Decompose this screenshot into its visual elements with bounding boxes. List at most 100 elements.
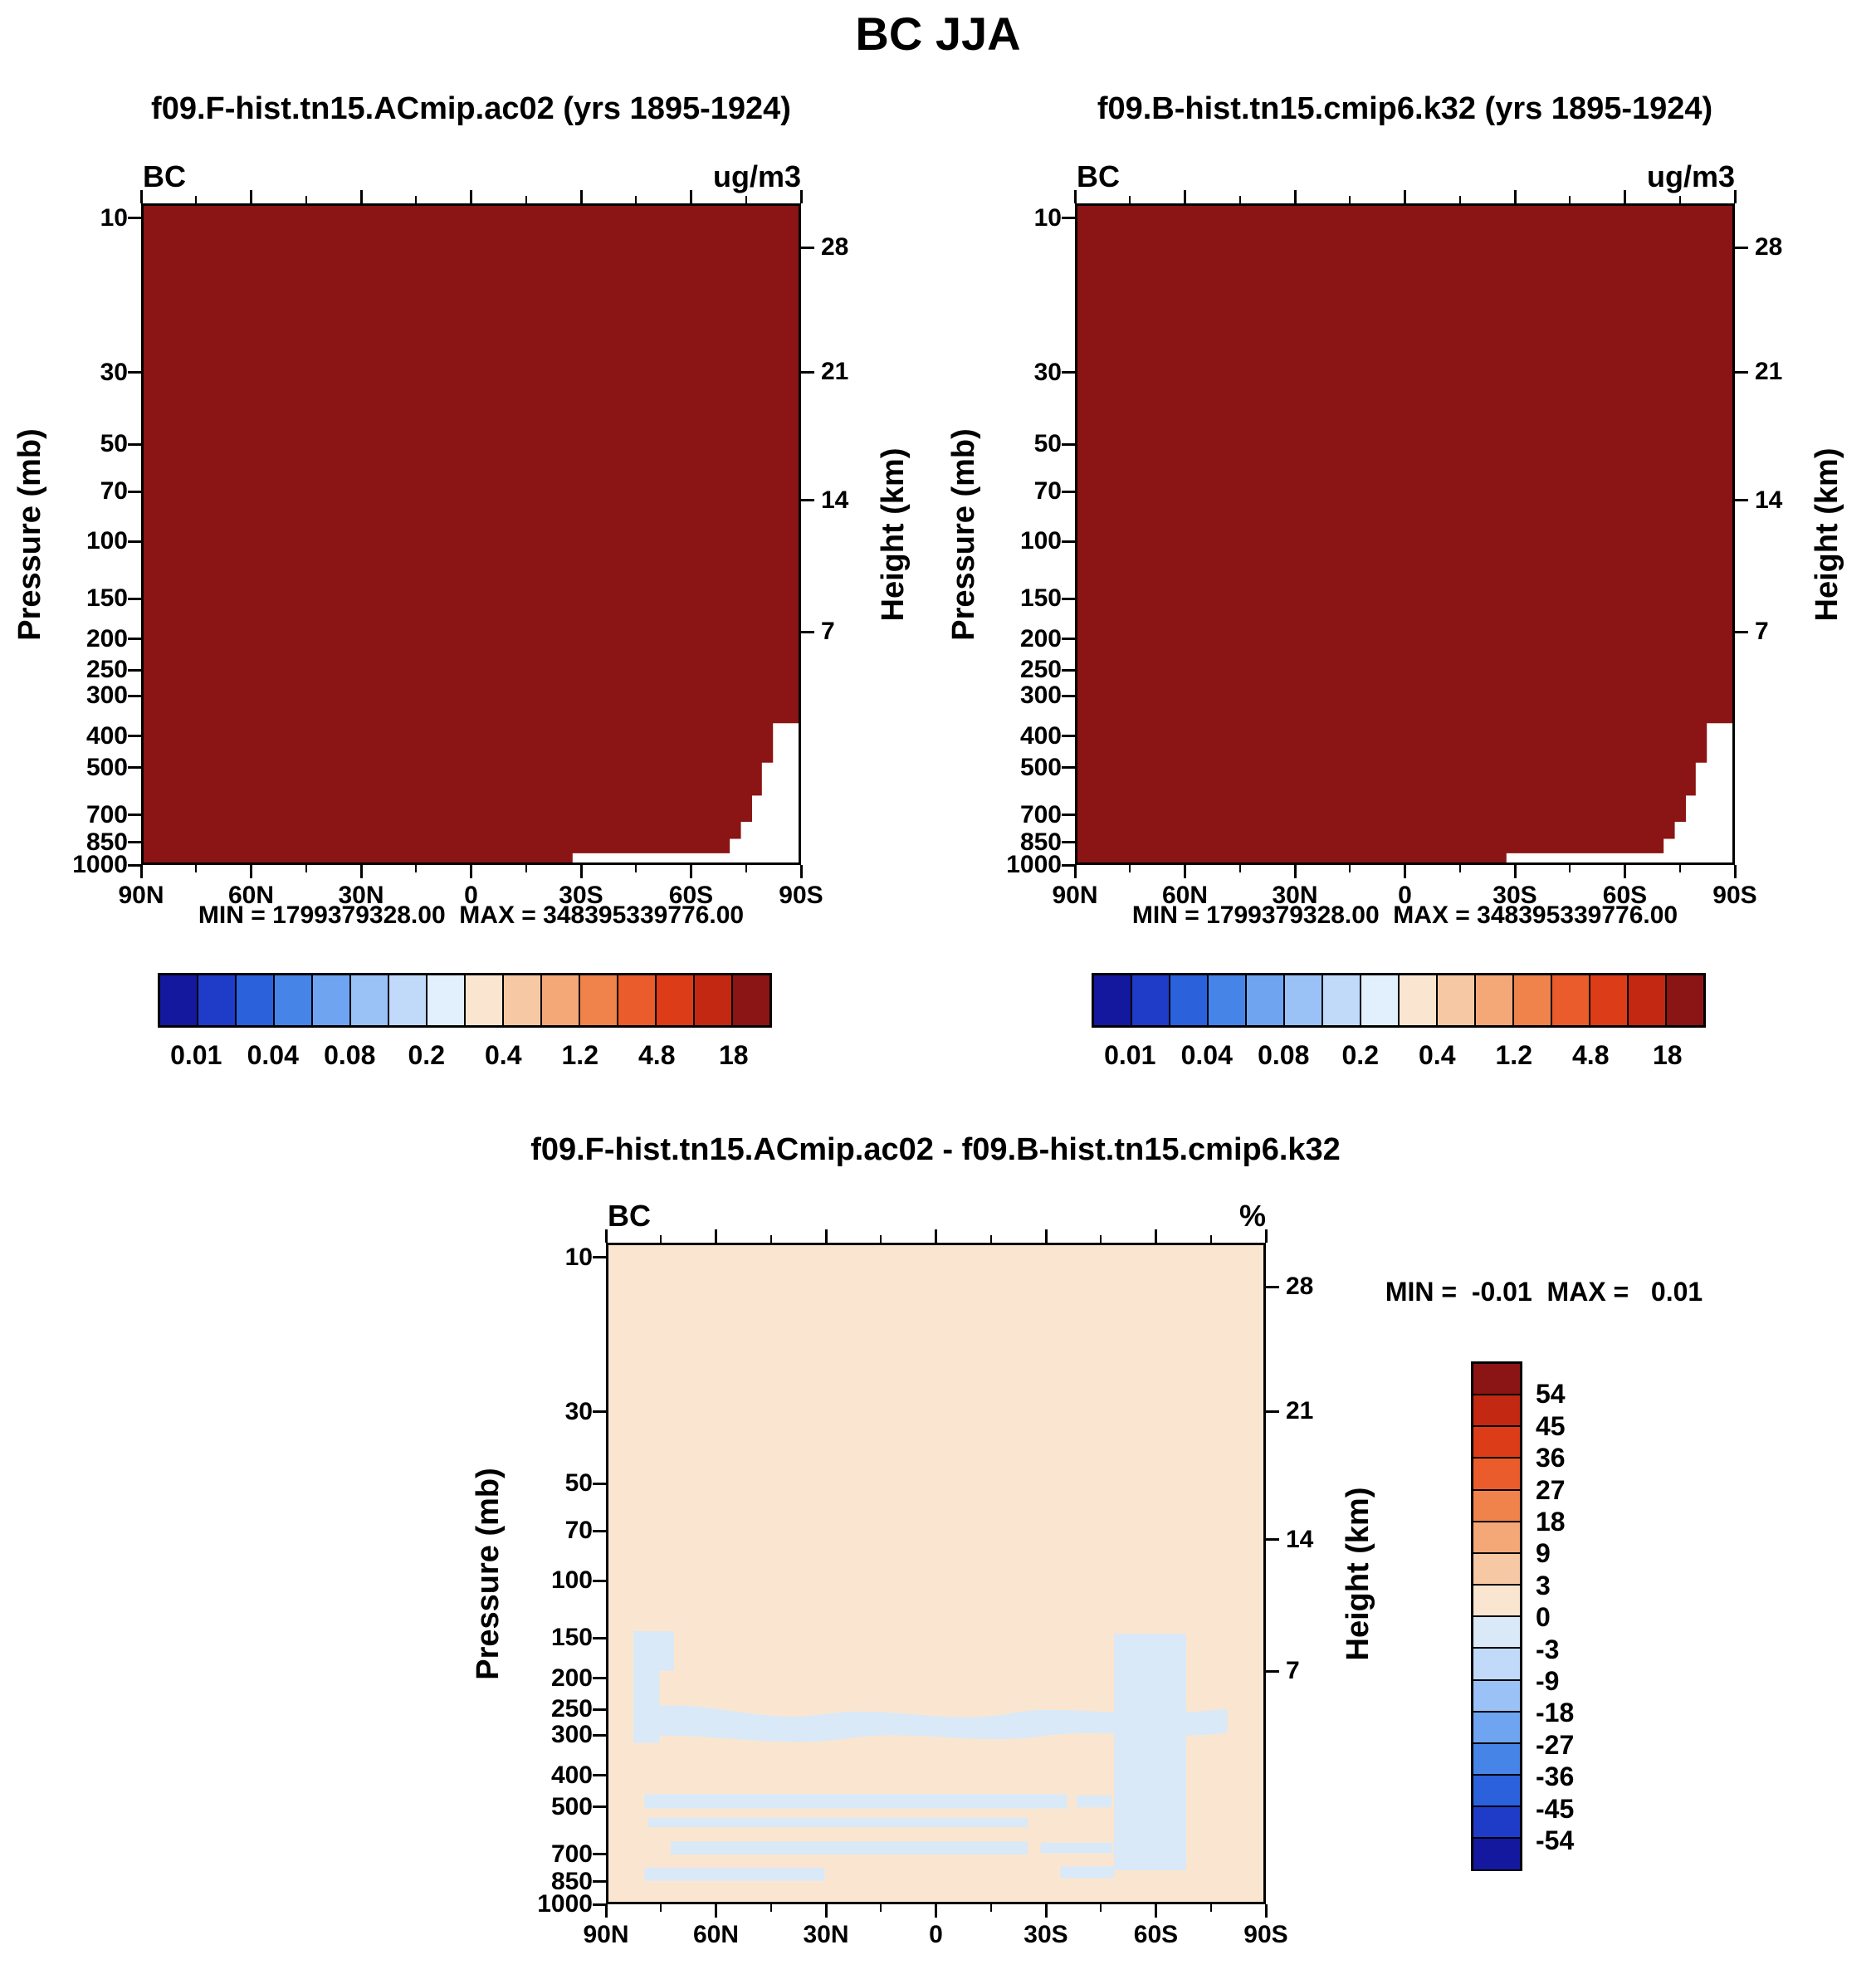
latitude-tick (604, 1229, 608, 1243)
pressure-tick-label: 30 (564, 1397, 593, 1425)
pressure-tick (128, 597, 141, 600)
colorbar-swatch (311, 975, 349, 1025)
height-tick (801, 370, 814, 374)
latitude-minor-tick (305, 196, 307, 203)
latitude-minor-tick (1100, 1904, 1102, 1912)
pressure-tick (593, 1903, 606, 1906)
latitude-tick-label: 90S (1712, 882, 1757, 909)
latitude-tick (715, 1904, 717, 1918)
latitude-tick (1264, 1904, 1268, 1918)
pressure-tick (1062, 694, 1075, 697)
difference-colorbar-swatch (1473, 1520, 1520, 1552)
latitude-minor-tick (635, 196, 638, 203)
height-tick (1266, 1410, 1279, 1413)
latitude-tick-label: 30N (338, 882, 384, 909)
plot-area-difference (606, 1243, 1266, 1904)
height-tick (1735, 246, 1748, 249)
colorbar-swatch (731, 975, 769, 1025)
colorbar-tick-label: 18 (718, 1040, 749, 1070)
negative-band-450mb (644, 1794, 1067, 1809)
pressure-tick-label: 500 (85, 753, 128, 781)
latitude-tick (799, 865, 803, 878)
colorbar-swatch (1665, 975, 1703, 1025)
difference-colorbar-swatch (1473, 1774, 1520, 1806)
difference-colorbar-swatch (1473, 1488, 1520, 1521)
difference-colorbar-label: 54 (1536, 1379, 1566, 1410)
latitude-tick (604, 1904, 608, 1918)
pressure-tick-label: 300 (85, 682, 128, 710)
latitude-tick (1073, 190, 1077, 203)
pressure-tick (1062, 668, 1075, 672)
height-tick-label: 28 (1286, 1273, 1314, 1301)
colorbar-tick-label: 0.2 (408, 1040, 445, 1070)
colorbar-tick-label: 0.4 (1419, 1040, 1456, 1070)
latitude-tick (1624, 190, 1626, 203)
latitude-minor-tick (305, 865, 307, 872)
pressure-tick (593, 1482, 606, 1485)
pressure-tick (1062, 766, 1075, 770)
height-tick (1266, 1538, 1279, 1542)
latitude-tick-label: 60S (668, 882, 714, 909)
difference-colorbar-swatch (1473, 1742, 1520, 1775)
pressure-tick (128, 766, 141, 770)
pressure-tick-label: 1000 (72, 851, 128, 878)
negative-band-700mb-south (1040, 1842, 1113, 1854)
latitude-minor-tick (1349, 865, 1351, 872)
latitude-tick (359, 190, 363, 203)
difference-colorbar-swatch (1473, 1837, 1520, 1869)
pressure-tick-label: 1000 (537, 1890, 593, 1918)
pressure-tick (593, 1529, 606, 1532)
difference-colorbar (1471, 1361, 1522, 1872)
difference-colorbar-swatch (1473, 1584, 1520, 1616)
pressure-tick-label: 100 (1019, 527, 1062, 555)
pressure-tick-label: 700 (1019, 800, 1062, 828)
latitude-minor-tick (769, 1904, 772, 1912)
colorbar-swatch (1283, 975, 1322, 1025)
height-tick (801, 630, 814, 633)
negative-band-polar-north (633, 1631, 674, 1743)
pressure-tick (593, 1410, 606, 1414)
latitude-minor-tick (745, 865, 747, 872)
pressure-tick-label: 250 (550, 1695, 593, 1723)
panel-title-top-left: f09.F-hist.tn15.ACmip.ac02 (yrs 1895-192… (151, 91, 791, 126)
pressure-tick (128, 841, 141, 843)
pressure-tick-label: 50 (1033, 430, 1062, 458)
colorbar-swatch (1322, 975, 1360, 1025)
latitude-tick-label: 90S (1243, 1921, 1288, 1948)
latitude-tick (139, 865, 143, 878)
bc-field-top-left (144, 206, 799, 862)
height-tick-label: 28 (821, 233, 849, 261)
difference-colorbar-label: -27 (1536, 1729, 1575, 1760)
colorbar-swatch (1512, 975, 1551, 1025)
difference-colorbar-swatch (1473, 1551, 1520, 1585)
difference-colorbar-swatch (1473, 1364, 1520, 1395)
latitude-tick (935, 1229, 937, 1243)
plot-area-top-left (141, 203, 801, 865)
latitude-tick (1044, 1904, 1048, 1918)
colorbar-tick-label: 0.04 (1180, 1040, 1233, 1070)
latitude-tick (1264, 1229, 1268, 1243)
pressure-tick-label: 200 (550, 1664, 593, 1692)
height-tick (801, 246, 814, 249)
latitude-tick (715, 1229, 717, 1243)
pressure-tick (1062, 841, 1075, 843)
latitude-tick (1155, 1904, 1157, 1918)
latitude-tick (935, 1904, 937, 1918)
units-label-top-left: ug/m3 (712, 159, 801, 193)
latitude-tick (690, 190, 692, 203)
latitude-minor-tick (1458, 196, 1461, 203)
negative-band-450mb-south (1077, 1795, 1111, 1808)
figure-title: BC JJA (855, 7, 1021, 60)
pressure-tick (1062, 217, 1075, 220)
field-label-top-right: BC (1077, 159, 1120, 193)
latitude-tick-label: 30S (1492, 882, 1537, 909)
pressure-tick-label: 250 (1019, 656, 1062, 684)
difference-colorbar-swatch (1473, 1806, 1520, 1838)
height-tick-label: 21 (1755, 358, 1783, 386)
negative-band-southern (1114, 1634, 1186, 1871)
pressure-tick-label: 30 (1033, 358, 1062, 386)
units-label-difference: % (1238, 1199, 1266, 1233)
colorbar-swatch (1436, 975, 1474, 1025)
latitude-minor-tick (989, 1904, 992, 1912)
height-tick-label: 7 (821, 618, 835, 646)
